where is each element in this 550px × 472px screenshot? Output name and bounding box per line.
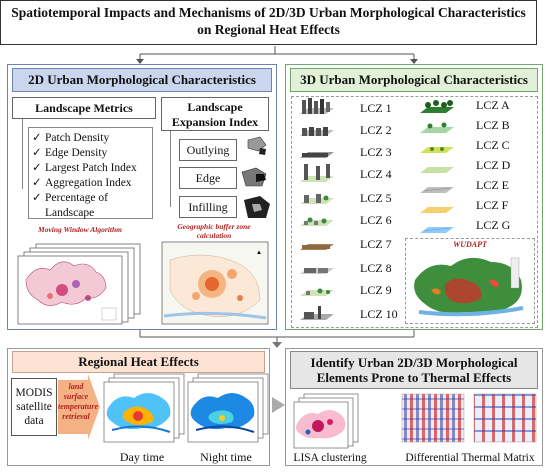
panel-heat-header: Regional Heat Effects bbox=[12, 351, 265, 373]
metric-item: Landscape bbox=[45, 207, 95, 219]
lcz-label: LCZ C bbox=[476, 138, 510, 152]
lcz-label: LCZ D bbox=[476, 158, 511, 172]
landscape-metrics-title: Landscape Metrics bbox=[12, 97, 156, 119]
lcz-label: LCZ 9 bbox=[360, 283, 392, 297]
night-lst-maps bbox=[187, 373, 269, 443]
lst-retrieval-label: land surface temperature retrieval bbox=[58, 382, 98, 421]
lcz-label: LCZ 6 bbox=[360, 213, 392, 227]
night-time-label: Night time bbox=[200, 450, 252, 464]
thermal-matrix-label: Differential Thermal Matrix bbox=[405, 452, 535, 464]
lcz-land-cover-icons bbox=[420, 100, 454, 233]
wudapt-label: WUDAPT bbox=[453, 240, 487, 249]
metric-item: ✓ Edge Density bbox=[32, 147, 108, 159]
expansion-index-title: Landscape Expansion Index bbox=[161, 97, 269, 131]
day-time-label: Day time bbox=[119, 450, 165, 464]
svg-text:▲: ▲ bbox=[256, 250, 262, 256]
buffer-zone-map: ▲ bbox=[161, 241, 269, 325]
lcz-built-icons bbox=[300, 98, 334, 320]
moving-window-caption: Moving Window Algorithm bbox=[38, 225, 122, 234]
lcz-label: LCZ G bbox=[476, 218, 511, 232]
lcz-label: LCZ 5 bbox=[360, 191, 392, 205]
metric-item: ✓ Largest Patch Index bbox=[32, 162, 137, 174]
lcz-label: LCZ 2 bbox=[360, 123, 392, 137]
modis-data-box: MODIS satellite data bbox=[11, 378, 57, 436]
differential-thermal-matrices bbox=[401, 393, 537, 443]
expansion-infilling: Infilling bbox=[179, 196, 237, 218]
buffer-zone-caption: Geographic buffer zone calculation bbox=[177, 222, 251, 240]
lisa-clustering-maps bbox=[293, 393, 359, 449]
lcz-label: LCZ A bbox=[476, 98, 510, 112]
lcz-frame bbox=[291, 96, 538, 328]
metrics-bracket bbox=[22, 119, 23, 189]
metrics-list-box bbox=[28, 127, 153, 219]
retrieval-arrow bbox=[58, 374, 100, 440]
expansion-edge: Edge bbox=[179, 167, 237, 189]
lcz-label: LCZ 10 bbox=[360, 307, 398, 321]
check-icon: ✓ bbox=[32, 177, 42, 189]
check-icon: ✓ bbox=[32, 132, 42, 144]
lcz-label: LCZ 8 bbox=[360, 261, 392, 275]
metrics-list: ✓ Patch Density ✓ Edge Density ✓ Largest Pa… bbox=[32, 131, 137, 221]
title-line-2: on Regional Heat Effects bbox=[197, 22, 340, 37]
metric-item: ✓ Aggregation Index bbox=[32, 177, 132, 189]
check-icon: ✓ bbox=[32, 162, 42, 174]
expansion-shape-icons bbox=[241, 136, 270, 218]
metric-item: ✓ Patch Density bbox=[32, 132, 110, 144]
lcz-label: LCZ 4 bbox=[360, 167, 392, 181]
moving-window-maps bbox=[17, 243, 141, 325]
title-line-1: Spatiotemporal Impacts and Mechanisms of… bbox=[11, 5, 526, 20]
main-title: Spatiotemporal Impacts and Mechanisms of… bbox=[0, 0, 537, 45]
lcz-built-labels: LCZ 1 LCZ 2 LCZ 3 LCZ 4 LCZ 5 LCZ 6 LCZ … bbox=[360, 101, 398, 329]
metric-item: ✓ Percentage of bbox=[32, 192, 108, 204]
panel-3d-header: 3D Urban Morphological Characteristics bbox=[290, 68, 538, 92]
expansion-bracket bbox=[170, 131, 171, 207]
panel-2d-header: 2D Urban Morphological Characteristics bbox=[12, 68, 272, 92]
lcz-label: LCZ B bbox=[476, 118, 510, 132]
lisa-clustering-label: LISA clustering bbox=[293, 452, 367, 464]
expansion-outlying: Outlying bbox=[179, 139, 237, 161]
lcz-land-cover-labels: LCZ A LCZ B LCZ C LCZ D LCZ E LCZ F LCZ … bbox=[476, 98, 510, 238]
lcz-label: LCZ 3 bbox=[360, 145, 392, 159]
wudapt-frame bbox=[405, 238, 535, 324]
check-icon: ✓ bbox=[32, 192, 42, 204]
day-lst-maps bbox=[103, 373, 185, 443]
wudapt-map bbox=[409, 250, 531, 322]
lcz-label: LCZ 1 bbox=[360, 101, 392, 115]
lcz-label: LCZ E bbox=[476, 178, 509, 192]
panel-identify-header: Identify Urban 2D/3D Morphological Eleme… bbox=[290, 351, 538, 389]
lcz-label: LCZ 7 bbox=[360, 237, 392, 251]
check-icon: ✓ bbox=[32, 147, 42, 159]
lcz-label: LCZ F bbox=[476, 198, 509, 212]
